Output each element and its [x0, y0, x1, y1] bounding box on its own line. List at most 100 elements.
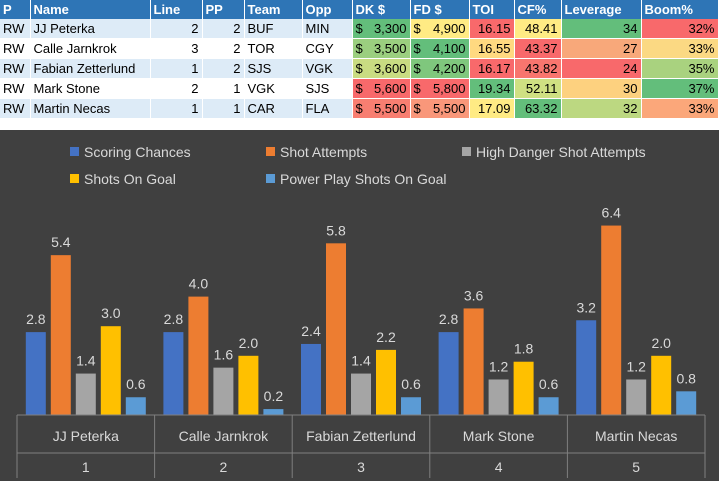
bar [75, 373, 96, 415]
cell-toi: 16.17 [469, 58, 515, 79]
cell-team: BUF [244, 19, 303, 39]
header-team[interactable]: Team [244, 0, 303, 19]
cell-boom: 33% [641, 98, 719, 119]
cell-leverage: 34 [561, 19, 642, 39]
category-label: Calle Jarnkrok [179, 428, 269, 444]
data-label: 0.8 [676, 370, 696, 386]
legend-label: Scoring Chances [84, 144, 191, 160]
header-cf[interactable]: CF% [514, 0, 562, 19]
cell-fd: $4,200 [410, 58, 470, 79]
cell-toi: 16.55 [469, 38, 515, 59]
category-index-label: 5 [632, 459, 640, 475]
header-line[interactable]: Line [150, 0, 203, 19]
cell-value: 3,600 [373, 61, 407, 76]
bar [601, 225, 622, 415]
cell-boom: 33% [641, 38, 719, 59]
header-toi[interactable]: TOI [469, 0, 515, 19]
bar [513, 361, 534, 415]
data-label: 1.2 [489, 358, 509, 374]
cell-value: 5,500 [432, 101, 466, 116]
cell-toi: 16.15 [469, 19, 515, 39]
bar [651, 355, 672, 415]
bar [25, 332, 46, 415]
cell-dk: $3,600 [352, 58, 411, 79]
data-label: 2.8 [439, 311, 459, 327]
cell-leverage: 30 [561, 78, 642, 99]
cell-fd: $5,500 [410, 98, 470, 119]
cell-name: Calle Jarnkrok [30, 38, 151, 59]
cell-p: RW [0, 38, 31, 59]
currency-symbol: $ [413, 101, 421, 116]
cell-leverage: 32 [561, 98, 642, 119]
header-leverage[interactable]: Leverage [561, 0, 642, 19]
cell-dk: $3,300 [352, 19, 411, 39]
bar [463, 308, 484, 415]
cell-p: RW [0, 19, 31, 39]
cell-value: 4,100 [432, 41, 466, 56]
data-label: 2.0 [651, 335, 671, 351]
data-label: 5.4 [51, 234, 71, 250]
cell-pp: 1 [202, 78, 245, 99]
header-opp[interactable]: Opp [302, 0, 353, 19]
header-name[interactable]: Name [30, 0, 151, 19]
header-boom[interactable]: Boom% [641, 0, 719, 19]
legend-swatch [70, 147, 79, 156]
data-label: 2.4 [301, 323, 321, 339]
cell-cf: 52.11 [514, 78, 562, 99]
cell-pp: 1 [202, 98, 245, 119]
cell-p: RW [0, 58, 31, 79]
cell-leverage: 27 [561, 38, 642, 59]
bar [238, 355, 259, 415]
cell-opp: CGY [302, 38, 353, 59]
header-pp[interactable]: PP [202, 0, 245, 19]
bar [100, 326, 121, 415]
table-row: RW JJ Peterka 2 2 BUF MIN $3,300 $4,900 16.15 48.… [0, 19, 719, 39]
cell-team: TOR [244, 38, 303, 59]
currency-symbol: $ [355, 41, 363, 56]
bar [50, 255, 71, 415]
data-label: 1.4 [351, 353, 371, 369]
cell-team: CAR [244, 98, 303, 119]
bar [376, 349, 396, 415]
category-index-label: 2 [220, 459, 228, 475]
legend-label: Shot Attempts [280, 144, 367, 160]
data-label: 2.8 [164, 311, 184, 327]
cell-opp: SJS [302, 78, 353, 99]
cell-toi: 17.09 [469, 98, 515, 119]
currency-symbol: $ [355, 21, 363, 36]
cell-fd: $5,800 [410, 78, 470, 99]
currency-symbol: $ [413, 21, 421, 36]
chart-background [0, 130, 719, 481]
data-label: 1.8 [514, 341, 534, 357]
bar [213, 367, 234, 415]
category-label: JJ Peterka [53, 428, 119, 444]
currency-symbol: $ [413, 61, 421, 76]
bar [263, 409, 284, 415]
currency-symbol: $ [413, 41, 421, 56]
cell-pp: 2 [202, 19, 245, 39]
category-index-label: 3 [357, 459, 365, 475]
cell-opp: MIN [302, 19, 353, 39]
cell-pp: 2 [202, 38, 245, 59]
header-fd[interactable]: FD $ [410, 0, 470, 19]
table-row: RW Martin Necas 1 1 CAR FLA $5,500 $5,500 17.09 6… [0, 98, 719, 119]
header-p[interactable]: P [0, 0, 31, 19]
header-dk[interactable]: DK $ [352, 0, 411, 19]
cell-p: RW [0, 98, 31, 119]
data-label: 3.6 [464, 287, 484, 303]
cell-cf: 43.37 [514, 38, 562, 59]
category-label: Fabian Zetterlund [306, 428, 416, 444]
currency-symbol: $ [355, 81, 363, 96]
bar [188, 296, 209, 415]
cell-value: 5,500 [373, 101, 407, 116]
cell-value: 4,900 [432, 21, 466, 36]
cell-name: Martin Necas [30, 98, 151, 119]
cell-value: 3,500 [373, 41, 407, 56]
bar [326, 243, 346, 415]
data-label: 2.0 [239, 335, 259, 351]
table-row: RW Mark Stone 2 1 VGK SJS $5,600 $5,800 19.34 52.… [0, 78, 719, 99]
cell-team: SJS [244, 58, 303, 79]
legend-swatch [266, 174, 275, 183]
cell-value: 3,300 [373, 21, 407, 36]
cell-boom: 35% [641, 58, 719, 79]
